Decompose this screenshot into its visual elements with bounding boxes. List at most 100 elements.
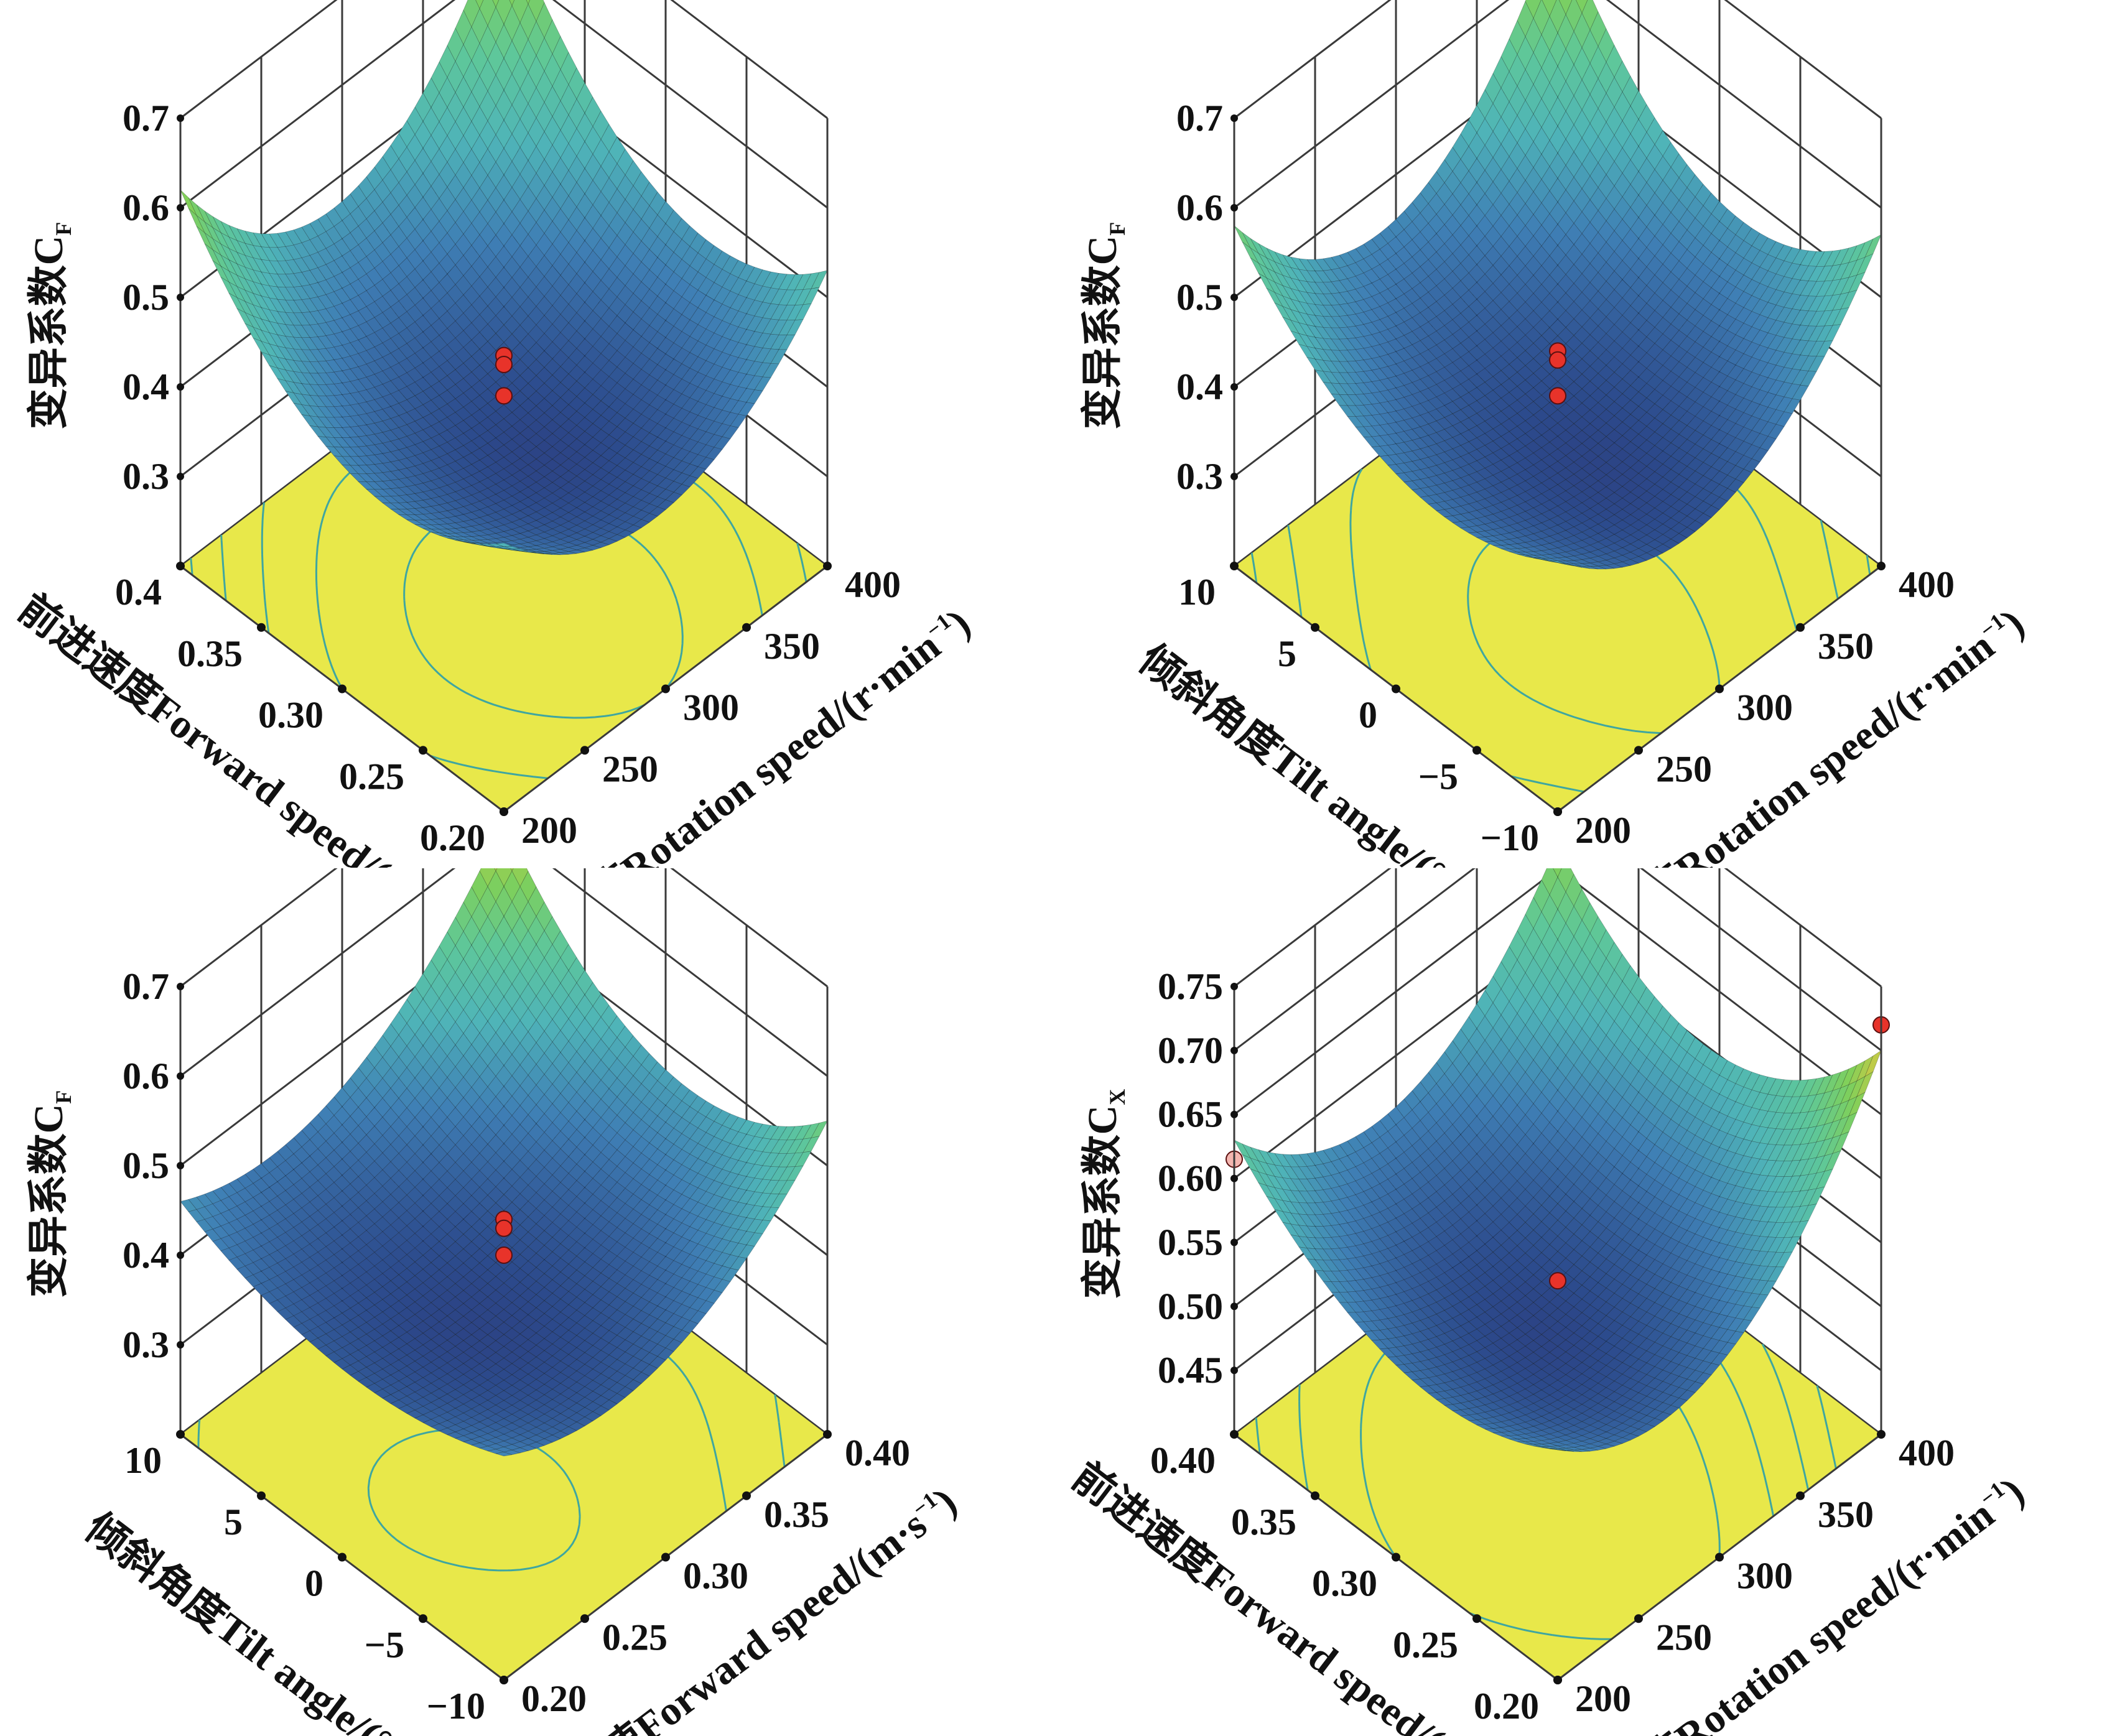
surface-patch (1743, 444, 1760, 459)
surface-patch (301, 312, 319, 325)
surface-patch (261, 1291, 278, 1304)
surface-patch (236, 1228, 254, 1242)
surface-patch (1759, 286, 1777, 303)
surface-patch (1719, 228, 1736, 248)
surface-patch (1323, 305, 1340, 317)
surface-patch (738, 281, 755, 298)
surface-patch (730, 1215, 747, 1230)
axes: 0.30.40.50.60.7−10−505100.200.250.300.35… (123, 966, 910, 1727)
surface-patch (1727, 286, 1744, 304)
surface-patch (625, 485, 642, 497)
surface-patch (722, 255, 739, 274)
surface-patch (681, 397, 699, 412)
surface-patch (762, 1207, 779, 1222)
design-points (1549, 342, 1566, 405)
surface-patch (633, 1243, 650, 1258)
wall-grid-horizontal (180, 868, 456, 1077)
surface-patch (301, 1307, 319, 1320)
wall-grid-horizontal (552, 868, 828, 1077)
surface-patch (649, 1252, 666, 1266)
surface-patch (1500, 548, 1518, 552)
surface-patch (309, 395, 327, 407)
surface-patch (576, 529, 593, 537)
surface-patch (665, 469, 682, 482)
surface-patch (390, 1232, 407, 1248)
design-point-marker (1549, 351, 1566, 369)
surface-patch (1565, 564, 1583, 568)
surface-patch (1662, 539, 1680, 549)
surface-patch (1703, 213, 1720, 234)
surface-patch (487, 437, 505, 451)
surface-patch (293, 1274, 310, 1288)
surface-patch (1767, 335, 1785, 351)
surface-patch (1711, 258, 1728, 277)
surface-patch (657, 478, 674, 490)
surface-patch (1703, 252, 1720, 271)
surface-patch (722, 1158, 739, 1172)
surface-patch (1298, 344, 1316, 360)
surface-patch (1258, 253, 1275, 272)
surface-patch (1573, 468, 1591, 481)
surface-patch (1727, 394, 1744, 410)
surface-patch (1800, 266, 1817, 282)
surface-patch (641, 358, 658, 376)
surface-patch (398, 1268, 416, 1283)
surface-patch (649, 348, 666, 365)
surface-patch (511, 1409, 529, 1419)
surface-patch (293, 1207, 310, 1222)
surface-patch (1347, 262, 1364, 277)
surface-patch (1735, 441, 1752, 456)
surface-patch (1646, 471, 1663, 485)
surface-patch (746, 283, 763, 300)
surface-patch (681, 463, 699, 476)
surface-patch (1735, 258, 1752, 276)
surface-patch (1703, 396, 1720, 412)
surface-patch (1711, 276, 1728, 294)
surface-patch (657, 284, 674, 304)
left-axis-tick-dot (1230, 562, 1239, 570)
surface-patch (269, 247, 286, 261)
surface-patch (293, 272, 310, 287)
surface-patch (325, 446, 343, 457)
surface-patch (722, 1241, 739, 1255)
right-axis-tick-label: 350 (1818, 626, 1874, 667)
surface-patch (657, 1296, 674, 1311)
surface-patch (641, 1143, 658, 1159)
surface-patch (1719, 246, 1736, 266)
surface-patch (528, 1390, 545, 1401)
surface-patch (455, 488, 472, 499)
surface-patch (1751, 233, 1769, 251)
surface-patch (1460, 494, 1477, 504)
surface-patch (568, 507, 585, 518)
surface-patch (681, 1212, 699, 1227)
right-axis-tick-label: 200 (1575, 810, 1631, 851)
surface-patch (689, 307, 707, 325)
surface-patch (738, 1231, 755, 1245)
surface-patch (681, 383, 699, 398)
surface-patch (657, 384, 674, 401)
surface-patch (1767, 409, 1785, 425)
surface-patch (1678, 466, 1696, 480)
design-point-marker (495, 1246, 513, 1264)
surface-patch (778, 1180, 796, 1195)
surface-patch (673, 1194, 691, 1209)
surface-patch (269, 1181, 286, 1197)
surface-patch (722, 1214, 739, 1228)
surface-patch (722, 307, 739, 325)
surface-patch (568, 549, 585, 554)
surface-patch (244, 290, 262, 309)
surface-patch (1630, 529, 1647, 541)
surface-patch (681, 266, 699, 285)
surface-patch (738, 344, 755, 360)
surface-patch (1703, 425, 1720, 440)
surface-patch (689, 233, 707, 254)
surface-patch (261, 1157, 278, 1173)
surface-patch (681, 352, 699, 369)
surface-patch (1290, 288, 1308, 304)
surface-patch (1250, 238, 1267, 259)
surface-patch (697, 1273, 715, 1288)
right-axis-tick-label: 200 (521, 810, 577, 851)
surface-patch (1719, 434, 1736, 448)
surface-patch (366, 1383, 383, 1393)
surface-patch (657, 440, 674, 455)
